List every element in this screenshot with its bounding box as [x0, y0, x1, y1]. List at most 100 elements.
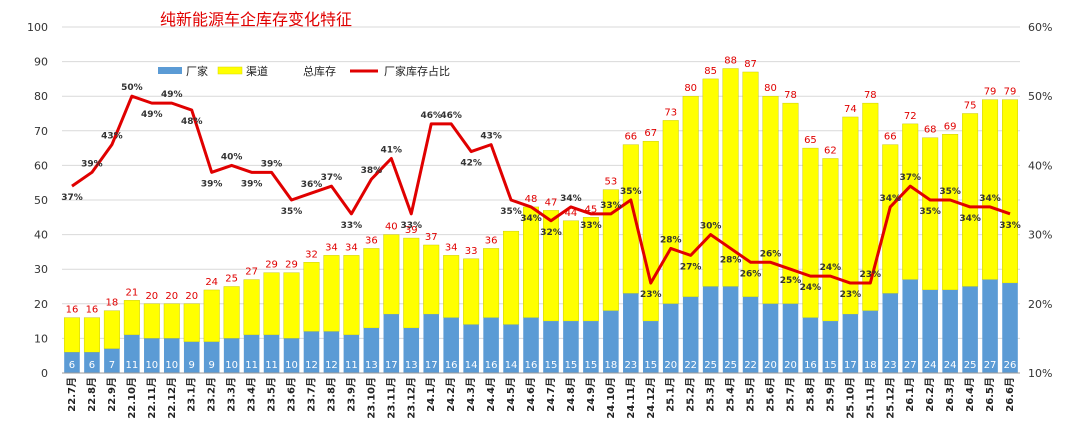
y-right-tick: 40% [1028, 159, 1052, 172]
bar-factory [802, 317, 819, 373]
factory-value-label: 10 [285, 360, 298, 371]
bar-factory [423, 314, 440, 373]
bar-factory [623, 293, 639, 373]
bar-factory [523, 317, 539, 373]
ratio-value-label: 23% [860, 270, 882, 280]
bar-factory [203, 341, 220, 373]
bar-factory [124, 334, 140, 373]
factory-value-label: 26 [1004, 360, 1017, 371]
total-value-label: 45 [585, 204, 598, 215]
bar-factory [183, 341, 200, 373]
bar-channel [443, 255, 460, 318]
bar-factory [642, 321, 659, 373]
total-value-label: 80 [684, 83, 697, 94]
factory-value-label: 17 [425, 360, 438, 371]
ratio-value-label: 38% [361, 166, 383, 176]
legend-channel: 渠道 [246, 64, 268, 78]
ratio-value-label: 24% [800, 283, 822, 293]
y-right-tick: 60% [1028, 21, 1052, 34]
bar-factory [503, 324, 519, 373]
total-value-label: 29 [265, 260, 278, 271]
chart-title: 纯新能源车企库存变化特征 [160, 10, 352, 29]
bar-factory [702, 286, 719, 373]
bar-factory [942, 289, 958, 373]
bar-factory [283, 338, 300, 373]
factory-value-label: 16 [804, 360, 817, 371]
total-value-label: 39 [405, 225, 418, 236]
bar-channel [842, 116, 859, 315]
ratio-value-label: 28% [660, 235, 682, 245]
ratio-value-label: 35% [620, 187, 642, 197]
total-value-label: 37 [425, 232, 438, 243]
ratio-value-label: 42% [460, 159, 482, 169]
total-value-label: 27 [245, 267, 258, 278]
ratio-value-label: 33% [580, 221, 602, 231]
ratio-value-label: 34% [979, 194, 1001, 204]
legend-ratio: 厂家库存占比 [384, 64, 450, 78]
factory-value-label: 15 [545, 360, 558, 371]
ratio-value-label: 41% [381, 145, 403, 155]
bar-factory [842, 314, 859, 373]
x-tick-label: 25.10月 [844, 377, 856, 419]
factory-value-label: 15 [824, 360, 837, 371]
factory-value-label: 9 [209, 360, 215, 371]
total-value-label: 72 [904, 111, 917, 122]
y-right-tick: 20% [1028, 298, 1052, 311]
total-value-label: 53 [604, 177, 617, 188]
ratio-value-label: 32% [540, 228, 562, 238]
y-left-tick: 20 [34, 298, 48, 311]
total-value-label: 69 [944, 121, 957, 132]
bar-channel [203, 289, 220, 343]
bar-factory [463, 324, 479, 373]
bar-factory [443, 317, 459, 373]
x-tick-label: 23.7月 [305, 377, 317, 412]
ratio-value-label: 26% [740, 269, 762, 279]
bar-channel [942, 134, 959, 291]
y-left-tick: 80 [34, 90, 48, 103]
ratio-line-path [71, 94, 1011, 285]
factory-value-label: 25 [704, 360, 717, 371]
factory-value-label: 6 [89, 360, 95, 371]
bar-factory [323, 331, 340, 373]
factory-value-label: 17 [385, 360, 398, 371]
factory-value-label: 15 [644, 360, 657, 371]
x-tick-label: 26.3月 [944, 377, 956, 412]
total-value-label: 73 [664, 107, 677, 118]
ratio-value-label: 48% [181, 117, 203, 127]
bar-channel [702, 78, 719, 287]
bar-channel [183, 303, 200, 343]
x-tick-label: 23.10月 [365, 377, 377, 419]
y-left-tick: 90 [34, 56, 48, 69]
total-value-label: 25 [225, 274, 238, 285]
factory-value-label: 12 [325, 360, 338, 371]
bar-factory [762, 303, 779, 373]
ratio-value-label: 37% [899, 173, 921, 183]
bar-factory [882, 293, 899, 373]
ratio-value-label: 39% [261, 159, 283, 169]
bar-channel [483, 248, 500, 318]
factory-value-label: 25 [964, 360, 977, 371]
x-tick-label: 24.5月 [505, 377, 517, 412]
legend-total: 总库存 [303, 64, 336, 78]
x-tick-label: 25.11月 [864, 377, 876, 419]
x-tick-label: 23.2月 [206, 377, 218, 412]
bar-factory [263, 334, 280, 373]
bar-factory [543, 321, 559, 373]
total-value-label: 74 [844, 104, 857, 115]
bar-factory [1002, 283, 1018, 373]
bar-factory [163, 338, 180, 373]
x-tick-label: 25.1月 [665, 377, 677, 412]
y-left-tick: 60 [34, 159, 48, 172]
x-tick-label: 22.7月 [66, 377, 78, 412]
ratio-value-label: 34% [879, 194, 901, 204]
total-value-label: 48 [525, 194, 538, 205]
bar-channel [662, 120, 679, 305]
ratio-value-label: 26% [760, 249, 782, 259]
factory-value-label: 7 [109, 360, 115, 371]
ratio-value-label: 40% [221, 152, 243, 162]
ratio-value-label: 46% [440, 111, 462, 121]
x-tick-label: 25.3月 [705, 377, 717, 412]
ratio-value-label: 34% [520, 214, 542, 224]
bar-factory [144, 338, 160, 373]
bar-factory [383, 314, 400, 373]
